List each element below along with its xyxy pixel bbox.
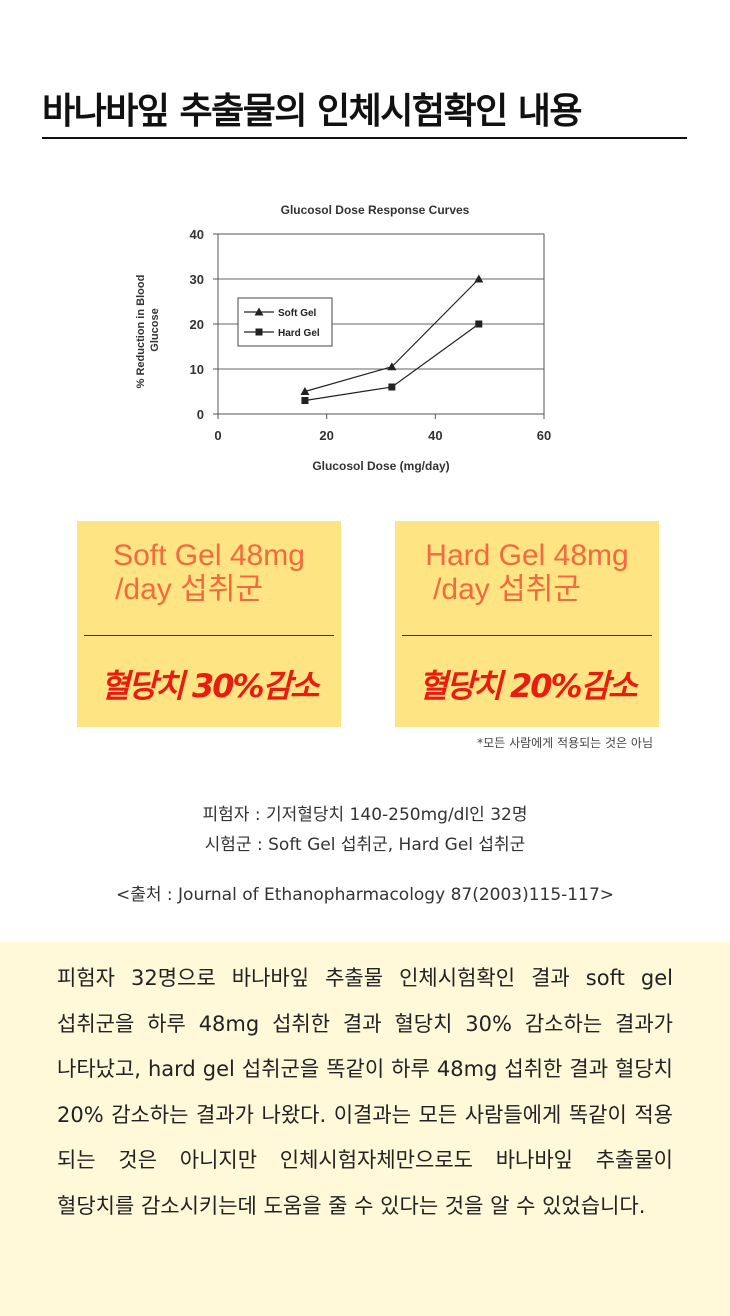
dose-response-chart: Glucosol Dose Response Curves 010203040 … xyxy=(135,203,551,473)
summary-text: 피험자 32명으로 바나바잎 추출물 인체시험확인 결과 soft gel 섭취… xyxy=(57,966,673,1218)
y-axis-ticks: 0 10 20 30 40 xyxy=(190,227,218,422)
y-tick-label: 40 xyxy=(190,227,204,242)
x-axis-ticks: 0 20 40 60 xyxy=(214,414,551,443)
page-title: 바나바잎 추출물의 인체시험확인 내용 xyxy=(42,91,583,132)
chart-title: Glucosol Dose Response Curves xyxy=(281,203,470,217)
disclaimer-note: *모든 사람에게 적용되는 것은 아님 xyxy=(477,736,653,750)
legend-marker-soft-gel xyxy=(254,307,264,316)
soft-gel-card-label: Soft Gel 48mg /day 섭취군 xyxy=(77,539,341,607)
hard-gel-data-point xyxy=(388,383,396,391)
hard-gel-card: Hard Gel 48mg /day 섭취군 혈당치 20%감소 xyxy=(395,521,659,727)
hard-gel-card-label: Hard Gel 48mg /day 섭취군 xyxy=(395,539,659,607)
y-axis-label-line2: Glucose xyxy=(149,308,161,351)
y-tick-label: 10 xyxy=(190,362,204,377)
soft-gel-group-line: /day 섭취군 xyxy=(115,573,263,606)
x-tick-label: 0 xyxy=(214,428,221,443)
soft-gel-dose-line: Soft Gel 48mg xyxy=(113,539,305,572)
y-axis-label-line1: % Reduction in Blood xyxy=(135,275,147,389)
y-axis-label: % Reduction in Blood Glucose xyxy=(135,272,161,389)
y-tick-label: 30 xyxy=(190,272,204,287)
legend-box xyxy=(237,297,333,347)
source-citation: <출처 : Journal of Ethanopharmacology 87(2… xyxy=(115,885,615,905)
card-divider xyxy=(84,635,334,636)
x-tick-label: 60 xyxy=(537,428,551,443)
x-tick-label: 20 xyxy=(319,428,333,443)
groups-info: 시험군 : Soft Gel 섭취군, Hard Gel 섭취군 xyxy=(204,835,526,855)
summary-panel: 피험자 32명으로 바나바잎 추출물 인체시험확인 결과 soft gel 섭취… xyxy=(0,942,730,1316)
y-tick-label: 0 xyxy=(197,407,204,422)
hard-gel-data-point xyxy=(301,397,309,404)
hard-gel-result: 혈당치 20%감소 xyxy=(418,667,638,705)
hard-gel-data-point xyxy=(475,320,483,328)
chart-legend: Soft Gel Hard Gel xyxy=(237,297,333,347)
y-tick-label: 20 xyxy=(190,317,204,332)
legend-marker-hard-gel xyxy=(255,328,263,336)
subjects-info: 피험자 : 기저혈당치 140-250mg/dl인 32명 xyxy=(202,805,528,825)
hard-gel-group-line: /day 섭취군 xyxy=(433,573,581,606)
title-underline xyxy=(42,137,687,139)
card-divider xyxy=(402,635,652,636)
legend-label-soft-gel: Soft Gel xyxy=(278,308,317,319)
soft-gel-data-point xyxy=(300,387,310,395)
soft-gel-card: Soft Gel 48mg /day 섭취군 혈당치 30%감소 xyxy=(77,521,341,727)
x-axis-label: Glucosol Dose (mg/day) xyxy=(312,459,449,473)
x-tick-label: 40 xyxy=(428,428,442,443)
soft-gel-data-point xyxy=(474,274,484,283)
legend-label-hard-gel: Hard Gel xyxy=(278,328,320,339)
chart-series xyxy=(300,274,484,404)
soft-gel-data-point xyxy=(387,362,397,371)
soft-gel-result: 혈당치 30%감소 xyxy=(100,667,320,705)
hard-gel-dose-line: Hard Gel 48mg xyxy=(425,539,629,572)
